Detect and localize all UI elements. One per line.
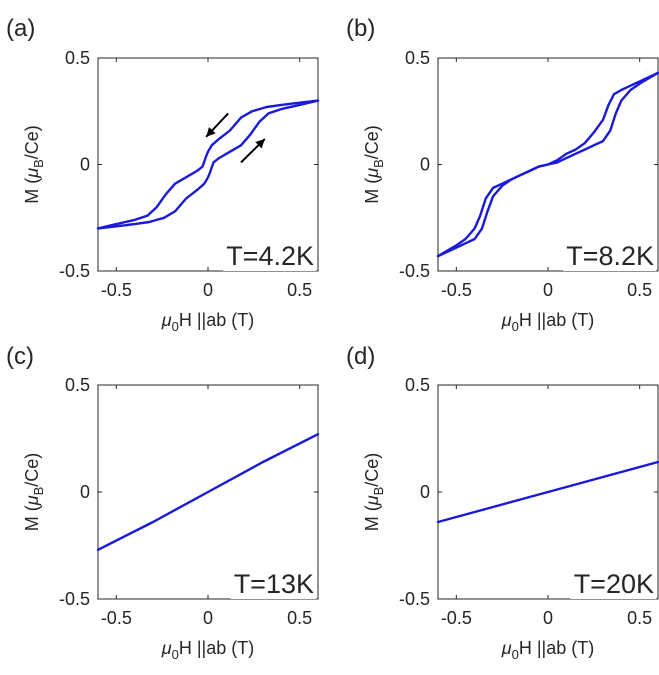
y-tick-label: 0 bbox=[420, 155, 430, 175]
x-axis-label: μ0H ||ab (T) bbox=[501, 310, 594, 334]
series-line bbox=[436, 460, 659, 524]
temperature-annotation: T=4.2K bbox=[226, 241, 314, 271]
x-tick-label: 0 bbox=[543, 608, 553, 628]
y-tick-label: 0 bbox=[80, 155, 90, 175]
chart-panel: (d) -0.5 0 0.5 -0.5 0 0.5 μ0H ||ab (T) M (μB/Ce)… bbox=[346, 343, 659, 662]
axes-box bbox=[97, 57, 319, 272]
y-tick-label: 0.5 bbox=[65, 48, 90, 68]
y-tick-label: -0.5 bbox=[59, 261, 90, 281]
y-axis-label: M (μB/Ce) bbox=[22, 453, 46, 532]
y-tick-label: 0.5 bbox=[405, 375, 430, 395]
chart-panel: (c) -0.5 0 0.5 -0.5 0 0.5 μ0H ||ab (T) M (μB/Ce)… bbox=[6, 343, 320, 662]
x-axis-label: μ0H ||ab (T) bbox=[501, 638, 594, 662]
x-tick-label: 0 bbox=[543, 280, 553, 300]
series-line bbox=[96, 433, 320, 551]
panel-label: (c) bbox=[6, 343, 34, 370]
x-tick-label: 0 bbox=[203, 280, 213, 300]
x-tick-label: -0.5 bbox=[441, 608, 472, 628]
annotation-background bbox=[570, 569, 656, 599]
y-axis-label: M (μB/Ce) bbox=[362, 453, 386, 532]
x-tick-label: 0.5 bbox=[627, 608, 652, 628]
y-tick-label: -0.5 bbox=[399, 261, 430, 281]
panel-label: (d) bbox=[346, 343, 375, 370]
temperature-annotation: T=20K bbox=[574, 569, 654, 599]
y-axis-label: M (μB/Ce) bbox=[22, 125, 46, 204]
temperature-annotation: T=8.2K bbox=[566, 241, 654, 271]
temperature-annotation: T=13K bbox=[234, 569, 314, 599]
panel-label: (a) bbox=[6, 15, 35, 42]
y-tick-label: 0 bbox=[420, 482, 430, 502]
x-tick-label: 0.5 bbox=[287, 608, 312, 628]
x-tick-label: -0.5 bbox=[101, 608, 132, 628]
y-tick-label: 0.5 bbox=[65, 375, 90, 395]
series-line bbox=[96, 99, 320, 230]
panel-label: (b) bbox=[346, 15, 375, 42]
annotation-background bbox=[563, 241, 656, 271]
y-axis-label: M (μB/Ce) bbox=[362, 125, 386, 204]
sweep-arrowhead bbox=[206, 127, 216, 137]
y-tick-label: -0.5 bbox=[399, 589, 430, 609]
y-tick-label: 0 bbox=[80, 482, 90, 502]
chart-panel: (a) -0.5 0 0.5 -0.5 0 0.5 μ0H ||ab (T) M (μB/Ce)… bbox=[6, 15, 320, 334]
series-line bbox=[436, 71, 659, 258]
x-tick-label: -0.5 bbox=[101, 280, 132, 300]
y-tick-label: -0.5 bbox=[59, 589, 90, 609]
annotation-background bbox=[223, 241, 316, 271]
x-tick-label: -0.5 bbox=[441, 280, 472, 300]
x-axis-label: μ0H ||ab (T) bbox=[161, 310, 254, 334]
x-tick-label: 0 bbox=[203, 608, 213, 628]
x-tick-label: 0.5 bbox=[627, 280, 652, 300]
series-line bbox=[96, 99, 320, 230]
chart-panel: (b) -0.5 0 0.5 -0.5 0 0.5 μ0H ||ab (T) M (μB/Ce)… bbox=[346, 15, 659, 334]
y-tick-label: 0.5 bbox=[405, 48, 430, 68]
x-axis-label: μ0H ||ab (T) bbox=[161, 638, 254, 662]
x-tick-label: 0.5 bbox=[287, 280, 312, 300]
sweep-arrowhead bbox=[255, 138, 265, 149]
annotation-background bbox=[230, 569, 316, 599]
